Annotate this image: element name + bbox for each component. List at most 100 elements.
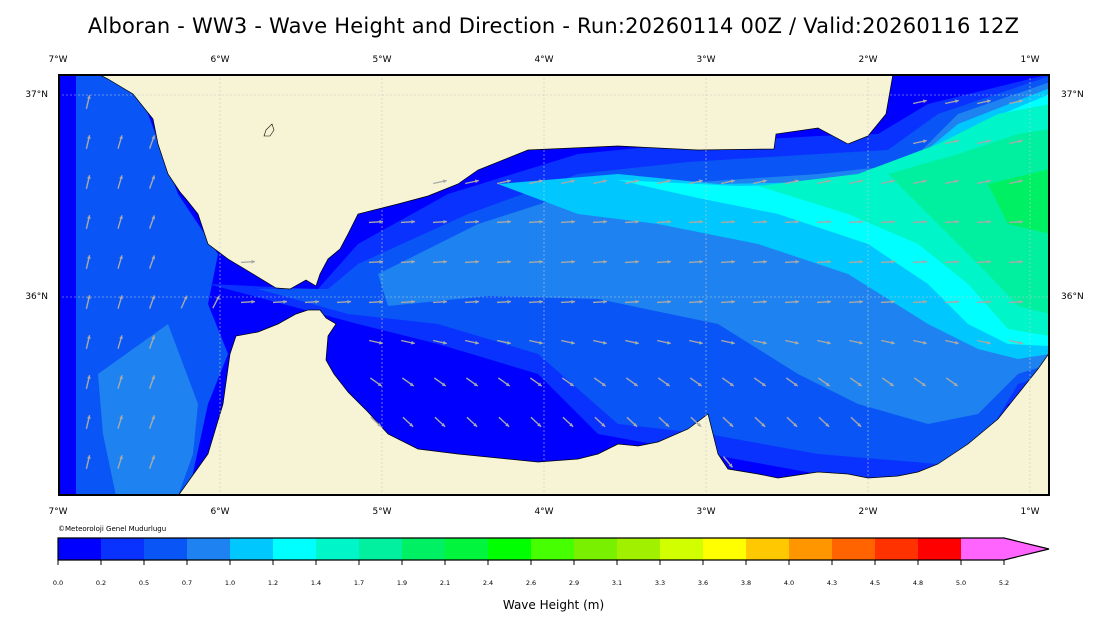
wave-arrow-head	[729, 382, 734, 387]
wave-arrow-head	[119, 295, 123, 300]
wave-arrow-head	[86, 455, 91, 459]
wave-arrow-head	[377, 382, 382, 387]
wave-arrow-head	[953, 382, 958, 387]
colorbar-tick-label: 3.1	[611, 579, 623, 587]
wave-arrow-head	[795, 219, 799, 224]
lon-label-top-3w: 3°W	[696, 55, 716, 65]
wave-arrow-head	[505, 382, 510, 387]
wave-arrow-head	[857, 423, 862, 427]
wave-arrow-head	[987, 299, 991, 304]
lon-label-bottom-3w: 3°W	[696, 507, 716, 517]
colorbar-tick-label: 0.7	[181, 579, 193, 587]
colorbar	[57, 537, 1050, 565]
colorbar-tick-label: 1.2	[267, 579, 279, 587]
wave-arrow-head	[827, 259, 831, 264]
wave-arrow-head	[86, 175, 91, 179]
wave-arrow-head	[507, 259, 511, 264]
wave-arrow-head	[1019, 139, 1023, 144]
wave-arrow-head	[86, 375, 91, 379]
colorbar-tick-label: 2.4	[482, 579, 494, 587]
wave-arrow-head	[699, 340, 703, 345]
wave-arrow-head	[315, 299, 319, 304]
wave-arrow-head	[731, 179, 735, 184]
colorbar-tick-label: 1.4	[310, 579, 322, 587]
wave-arrow-head	[891, 259, 895, 264]
wave-arrow-head	[571, 219, 575, 224]
wave-arrow-head	[443, 179, 447, 184]
wave-arrow-head	[667, 340, 671, 345]
wave-arrow-head	[923, 340, 927, 345]
wave-arrow-head	[473, 423, 478, 427]
wave-direction-arrows	[85, 95, 1024, 469]
wave-arrow-head	[119, 455, 123, 460]
wave-arrow-head	[571, 299, 575, 304]
alboran-island	[263, 123, 275, 137]
wave-arrow-head	[665, 382, 670, 387]
wave-arrow-head	[183, 295, 188, 300]
wave-arrow-head	[86, 415, 91, 419]
wave-arrow-head	[987, 259, 991, 264]
wave-arrow-head	[507, 179, 511, 184]
colorbar-segment	[273, 538, 316, 560]
wave-arrow-head	[955, 259, 959, 264]
wave-arrow-head	[987, 139, 991, 144]
wave-arrow-head	[151, 175, 155, 180]
wave-arrow-head	[763, 259, 767, 264]
wave-arrow-head	[409, 423, 414, 427]
lon-label-bottom-4w: 4°W	[534, 507, 554, 517]
wave-arrow-head	[859, 219, 863, 224]
wave-arrow-head	[827, 179, 831, 184]
wave-arrow-head	[603, 179, 607, 184]
wave-arrow-head	[1019, 99, 1023, 104]
wave-arrow-head	[539, 179, 543, 184]
wave-arrow-head	[507, 299, 511, 304]
wave-arrow-head	[475, 299, 479, 304]
wave-arrow-head	[441, 423, 446, 427]
wave-arrow-head	[151, 375, 155, 380]
wave-arrow-head	[251, 259, 255, 264]
wave-arrow-head	[119, 335, 123, 340]
wave-arrow-head	[215, 295, 220, 300]
wave-arrow-head	[857, 382, 862, 387]
wave-arrow-head	[955, 139, 959, 144]
colorbar-tick-label: 3.6	[697, 579, 709, 587]
wave-arrow-head	[633, 382, 638, 387]
wave-arrow-head	[86, 95, 91, 99]
wave-arrow-head	[699, 219, 703, 224]
wave-arrow-head	[443, 340, 447, 345]
lon-label-top-5w: 5°W	[372, 55, 392, 65]
colorbar-segment	[488, 538, 531, 560]
wave-arrow-head	[633, 423, 638, 427]
contour-alboran-1-7	[888, 129, 1050, 314]
wave-arrow-head	[665, 423, 670, 427]
land-iberia	[97, 74, 894, 290]
wave-arrow-head	[827, 340, 831, 345]
wave-arrow-head	[571, 340, 575, 345]
wave-arrow-head	[825, 382, 830, 387]
wave-arrow-head	[537, 382, 542, 387]
wave-arrow-head	[119, 215, 123, 220]
wave-arrow-head	[763, 299, 767, 304]
wave-arrow-head	[601, 423, 606, 427]
wave-arrow-head	[889, 382, 894, 387]
wave-arrow-head	[987, 219, 991, 224]
wave-arrow-head	[923, 259, 927, 264]
colorbar-tick-label: 4.0	[783, 579, 795, 587]
wave-arrow-head	[603, 299, 607, 304]
wave-arrow-head	[475, 179, 479, 184]
wave-arrow-head	[603, 340, 607, 345]
wave-arrow-head	[635, 340, 639, 345]
wave-arrow-head	[119, 135, 123, 140]
colorbar-segment	[316, 538, 359, 560]
wave-arrow-head	[475, 259, 479, 264]
contour-alboran-1-9	[988, 169, 1050, 234]
wave-arrow-head	[793, 423, 798, 427]
wave-arrow-head	[603, 219, 607, 224]
wave-arrow-head	[923, 139, 927, 144]
wave-arrow-head	[379, 219, 383, 224]
colorbar-segment	[918, 538, 961, 560]
lon-label-top-2w: 2°W	[858, 55, 878, 65]
wave-arrow-head	[379, 299, 383, 304]
wave-arrow-head	[409, 382, 414, 387]
wave-arrow-head	[827, 219, 831, 224]
